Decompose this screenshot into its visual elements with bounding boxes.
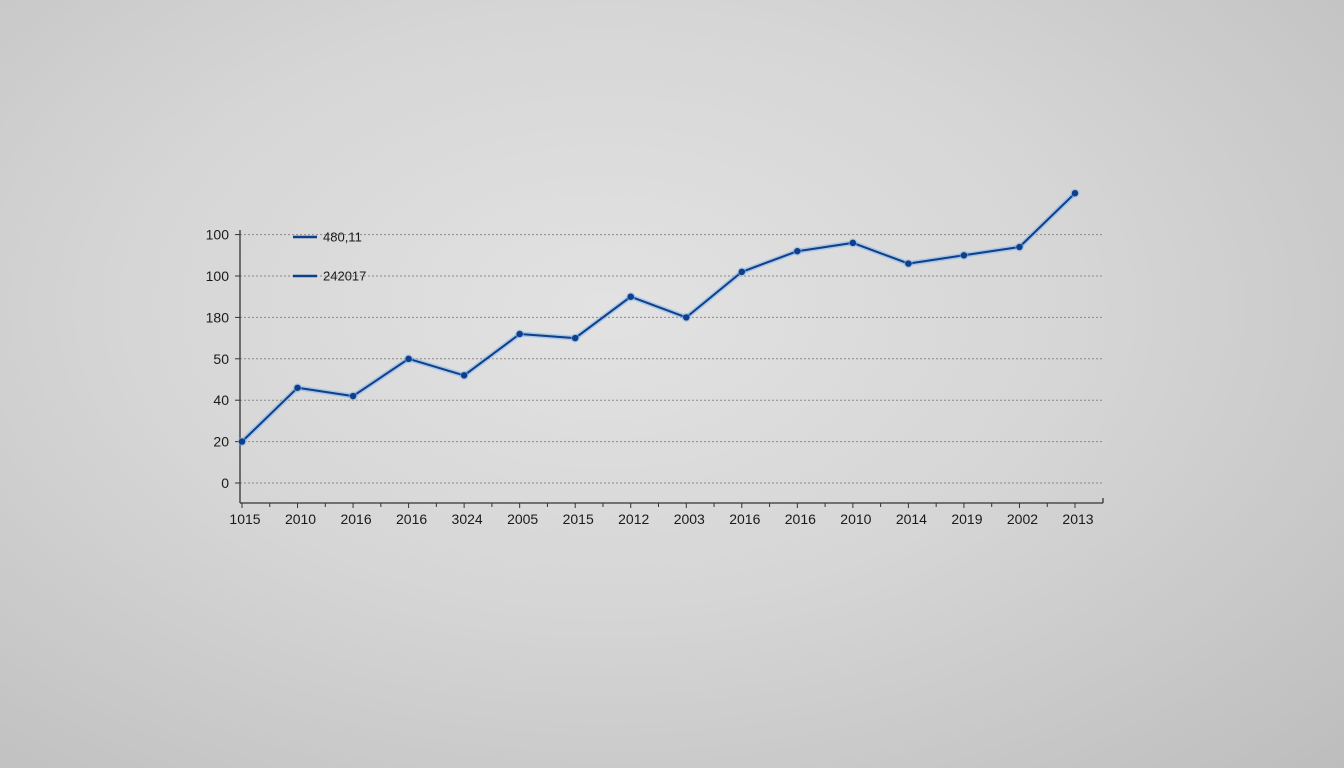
- x-tick-label: 2002: [1007, 511, 1038, 527]
- legend-label: 242017: [323, 269, 366, 284]
- grid-lines: [240, 234, 1103, 484]
- data-point-marker: [905, 260, 912, 267]
- data-point-marker: [405, 355, 412, 362]
- series-line: [241, 192, 1076, 443]
- data-point-marker: [849, 239, 857, 247]
- x-tick-label: 1015: [229, 511, 260, 527]
- data-point-marker: [627, 293, 634, 300]
- y-axis-ticks: 0 20 40 50 180 100 100: [206, 227, 240, 491]
- data-point-marker: [1071, 190, 1079, 197]
- data-point-marker: [572, 334, 579, 342]
- data-point-marker: [349, 392, 357, 400]
- x-tick-label: 2003: [674, 511, 705, 527]
- y-tick-label: 50: [213, 351, 229, 367]
- x-tick-label: 2016: [785, 511, 816, 527]
- x-tick-label: 2015: [563, 511, 594, 527]
- data-point-marker: [960, 252, 968, 259]
- data-point-marker: [516, 330, 523, 338]
- x-tick-label: 2010: [840, 511, 871, 527]
- x-tick-label: 2013: [1062, 511, 1093, 527]
- y-tick-label: 0: [221, 475, 229, 491]
- axes: [239, 230, 1104, 504]
- y-tick-label: 40: [213, 392, 229, 408]
- data-point-marker: [294, 384, 301, 391]
- legend-label: 480,11: [323, 230, 362, 245]
- y-tick-label: 20: [213, 434, 229, 450]
- data-point-marker: [238, 438, 246, 445]
- data-point-marker: [1016, 243, 1023, 251]
- x-tick-label: 2010: [285, 511, 316, 527]
- x-axis-ticks: 1015 2010 2016 2016 3024 2005 2015 2012 2003 2016…: [229, 503, 1094, 527]
- legend: 480,11 242017: [293, 230, 366, 284]
- x-tick-label: 2014: [896, 511, 927, 527]
- data-point-marker: [460, 372, 468, 379]
- y-tick-label: 180: [206, 309, 230, 325]
- x-tick-label: 2005: [507, 511, 538, 527]
- x-tick-label: 2016: [340, 511, 371, 527]
- x-tick-label: 2016: [729, 511, 760, 527]
- data-point-marker: [738, 268, 745, 276]
- data-point-marker: [683, 314, 690, 321]
- y-tick-label: 100: [206, 268, 230, 284]
- x-tick-label: 2012: [618, 511, 649, 527]
- data-point-marker: [794, 247, 801, 255]
- x-tick-label: 3024: [452, 511, 483, 527]
- data-series: [237, 188, 1080, 447]
- y-tick-label: 100: [206, 227, 230, 243]
- x-tick-label: 2019: [951, 511, 982, 527]
- x-tick-label: 2016: [396, 511, 427, 527]
